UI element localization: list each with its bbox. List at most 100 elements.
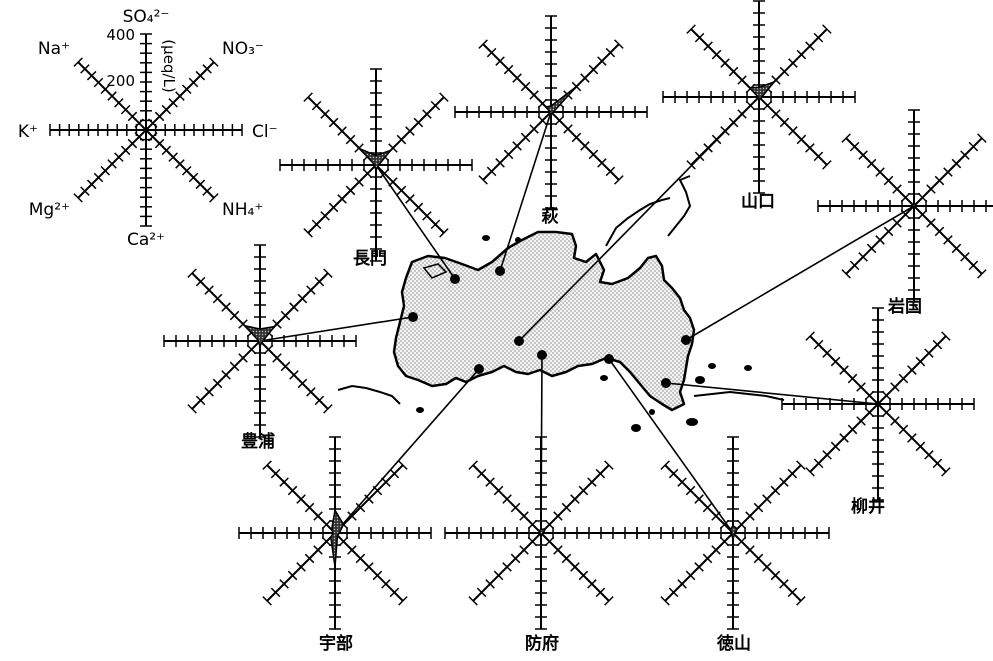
radar-tokuyama-tick bbox=[685, 570, 696, 581]
radar-yamaguchi-tick bbox=[711, 134, 722, 145]
radar-nagato-tick bbox=[328, 117, 339, 128]
radar-ube-tick bbox=[347, 545, 357, 555]
legend-tick bbox=[86, 179, 97, 190]
connector-nagato bbox=[375, 164, 456, 280]
station-markers bbox=[408, 266, 691, 388]
radar-yamaguchi-tick bbox=[711, 49, 722, 60]
station-marker-nagato[interactable] bbox=[450, 274, 460, 284]
radar-hofu-tick bbox=[510, 553, 521, 564]
station-label-toyoura: 豊浦 bbox=[241, 431, 275, 452]
radar-toyoura-tick bbox=[297, 378, 308, 389]
legend-tick bbox=[188, 172, 199, 183]
radar-yamaguchi-tick bbox=[788, 58, 798, 68]
radar-hagi-tick bbox=[478, 175, 488, 185]
radar-tokuyama-tick bbox=[796, 596, 806, 606]
radar-yanai-tick bbox=[847, 424, 858, 435]
radar-iwakuni-tick bbox=[849, 260, 860, 271]
radar-toyoura-tick bbox=[314, 276, 325, 287]
station-marker-iwakuni[interactable] bbox=[681, 335, 691, 345]
legend-scale-200: 200 bbox=[106, 72, 135, 90]
station-marker-toyoura[interactable] bbox=[408, 312, 418, 322]
legend-ion-right: Cl⁻ bbox=[252, 122, 278, 142]
radar-tokuyama-tick bbox=[702, 502, 713, 513]
station-marker-tokuyama[interactable] bbox=[604, 354, 614, 364]
radar-yamaguchi-tick bbox=[788, 126, 798, 136]
legend-tick bbox=[154, 138, 165, 149]
radar-hagi-tick bbox=[597, 158, 607, 168]
radar-nagato-tick bbox=[328, 202, 339, 213]
radar-tokuyama-tick bbox=[753, 553, 764, 564]
radar-hagi-tick bbox=[512, 73, 522, 83]
radar-shape-ube bbox=[329, 508, 345, 567]
station-label-yanai: 柳井 bbox=[851, 496, 885, 517]
radar-hagi-tick bbox=[537, 98, 548, 109]
radar-hofu-tick bbox=[519, 545, 529, 555]
legend-tick bbox=[181, 84, 192, 95]
radar-ube-tick bbox=[304, 502, 315, 513]
radar-tokuyama-tick bbox=[753, 502, 764, 513]
legend-tick bbox=[209, 193, 219, 203]
radar-ube-tick bbox=[262, 460, 272, 470]
radar-hofu-tick bbox=[587, 579, 597, 589]
legend-tick bbox=[120, 145, 131, 156]
radar-ube-tick bbox=[381, 477, 391, 487]
radar-ube-tick bbox=[355, 502, 366, 513]
radar-toyoura-tick bbox=[221, 302, 231, 312]
radar-hofu-tick bbox=[476, 587, 487, 598]
radar-toyoura-tick bbox=[195, 395, 206, 406]
radar-yanai-tick bbox=[830, 356, 841, 367]
radar-iwakuni-tick bbox=[875, 167, 885, 177]
radar-toyoura-tick bbox=[187, 268, 197, 278]
radar-hagi-tick bbox=[580, 73, 590, 83]
radar-yanai-tick bbox=[941, 331, 951, 341]
radar-yanai-tick bbox=[915, 441, 926, 452]
radar-yamaguchi-tick bbox=[771, 109, 781, 119]
radar-yamaguchi-tick bbox=[771, 75, 781, 85]
radar-hagi-tick bbox=[614, 175, 624, 185]
radar-hagi-tick bbox=[486, 166, 497, 177]
station-marker-hagi[interactable] bbox=[495, 266, 505, 276]
radar-hagi-tick bbox=[512, 141, 522, 151]
radar-iwakuni-tick bbox=[841, 269, 851, 279]
station-label-yamaguchi: 山口 bbox=[741, 192, 775, 212]
radar-yanai-tick bbox=[813, 339, 824, 350]
station-marker-yamaguchi[interactable] bbox=[514, 336, 524, 346]
radar-iwakuni-tick bbox=[849, 141, 860, 152]
legend-tick bbox=[100, 165, 111, 176]
radar-yanai-tick bbox=[907, 433, 917, 443]
station-label-hofu: 防府 bbox=[525, 633, 559, 654]
radar-hofu-tick bbox=[510, 502, 521, 513]
radar-tokuyama-tick bbox=[779, 477, 789, 487]
legend-tick bbox=[168, 98, 178, 108]
radar-ube-tick bbox=[304, 553, 315, 564]
station-label-ube: 宇部 bbox=[319, 633, 353, 654]
legend-ion-bottom_right: NH₄⁺ bbox=[222, 200, 263, 220]
station-marker-ube[interactable] bbox=[474, 364, 484, 374]
station-marker-hofu[interactable] bbox=[537, 350, 547, 360]
station-marker-yanai[interactable] bbox=[661, 378, 671, 388]
radar-hofu-tick bbox=[578, 485, 589, 496]
radar-nagato-tick bbox=[439, 92, 449, 102]
legend-tick bbox=[120, 104, 131, 115]
radar-yamaguchi-tick bbox=[813, 151, 824, 162]
radar-toyoura-tick bbox=[204, 387, 214, 397]
radar-chart-yanai bbox=[781, 307, 975, 501]
radar-tokuyama-tick bbox=[770, 570, 781, 581]
radar-yanai-tick bbox=[822, 348, 832, 358]
station-label-tokuyama: 徳山 bbox=[716, 633, 751, 654]
radar-nagato-tick bbox=[320, 211, 330, 221]
radar-tokuyama-tick bbox=[677, 477, 687, 487]
radar-yamaguchi-tick bbox=[796, 49, 807, 60]
radar-hagi-tick bbox=[588, 64, 599, 75]
legend-ion-top: SO₄²⁻ bbox=[123, 7, 170, 27]
radar-yamaguchi-tick bbox=[720, 58, 730, 68]
radar-hofu-tick bbox=[587, 477, 597, 487]
radar-tokuyama-tick bbox=[719, 519, 730, 530]
radar-iwakuni-tick bbox=[841, 133, 851, 143]
radar-hagi-tick bbox=[614, 39, 624, 49]
radar-chart-tokuyama bbox=[636, 436, 830, 630]
radar-yamaguchi-tick bbox=[805, 143, 815, 153]
radar-hagi-tick bbox=[520, 132, 531, 143]
connector-toyoura bbox=[259, 316, 414, 342]
radar-tokuyama-tick bbox=[694, 562, 704, 572]
